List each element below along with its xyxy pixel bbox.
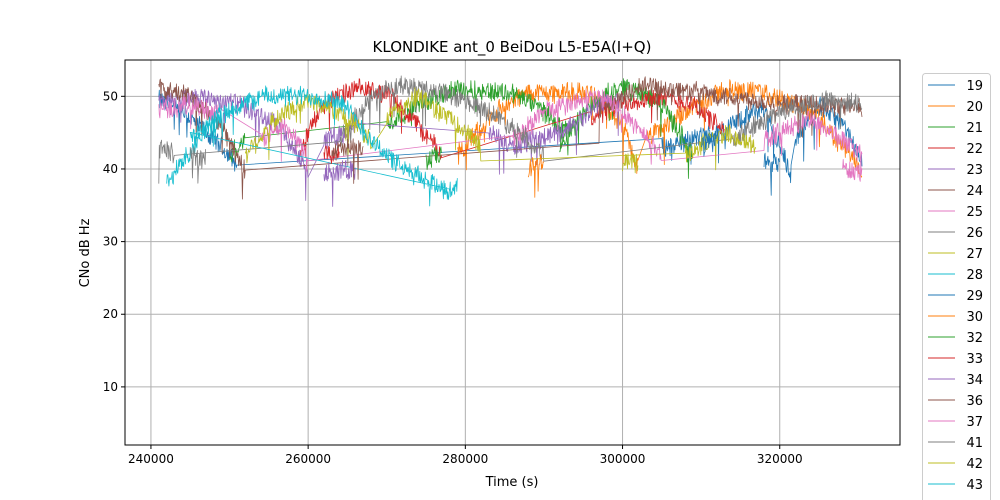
legend-label-28: 28 [966, 268, 983, 283]
legend-box [922, 73, 991, 500]
series-line-27 [244, 87, 757, 171]
legend-label-20: 20 [966, 100, 983, 115]
y-tick-label: 20 [103, 307, 118, 321]
series-line-26 [158, 75, 863, 184]
x-tick-label: 260000 [285, 452, 331, 466]
legend-label-32: 32 [966, 331, 983, 346]
series-line-41 [189, 146, 206, 184]
legend-label-24: 24 [966, 184, 983, 199]
y-axis-label: CNo dB Hz [78, 218, 93, 287]
series-line-29 [700, 132, 717, 157]
series-line-28 [166, 85, 450, 207]
legend-label-33: 33 [966, 352, 983, 367]
series-line-34 [323, 160, 356, 207]
legend-label-21: 21 [966, 121, 983, 136]
legend-label-42: 42 [966, 457, 983, 472]
legend-label-30: 30 [966, 310, 983, 325]
series-line-42 [622, 153, 639, 174]
legend-label-23: 23 [966, 163, 983, 178]
axes-frame [124, 59, 901, 446]
legend-label-36: 36 [966, 394, 983, 409]
x-tick-label: 280000 [442, 452, 488, 466]
ticks: 240000 260000 280000 300000 320000 10 20 30 40 50 [103, 89, 803, 466]
legend-label-37: 37 [966, 415, 983, 430]
series-line-36 [331, 138, 364, 184]
x-axis-label: Time (s) [485, 475, 539, 490]
series-line-30 [527, 154, 544, 198]
legend-label-29: 29 [966, 289, 983, 304]
plot-lines [158, 75, 863, 207]
series-line-44 [763, 152, 780, 196]
legend-label-27: 27 [966, 247, 983, 262]
x-tick-label: 240000 [128, 452, 174, 466]
series-line-43 [449, 178, 458, 198]
x-tick-label: 320000 [757, 452, 803, 466]
y-tick-label: 10 [103, 380, 118, 394]
series-line-32 [425, 146, 442, 170]
y-tick-label: 50 [103, 89, 118, 103]
y-tick-label: 40 [103, 162, 118, 176]
y-tick-label: 30 [103, 235, 118, 249]
legend-label-34: 34 [966, 373, 983, 388]
legend-label-26: 26 [966, 226, 983, 241]
legend: 19 20 21 22 23 24 25 26 27 28 29 30 32 33 34 36 37 41 42 43… [922, 73, 991, 500]
series-line-37 [842, 159, 863, 182]
legend-label-22: 22 [966, 142, 983, 157]
legend-label-41: 41 [966, 436, 983, 451]
legend-label-19: 19 [966, 79, 983, 94]
legend-label-25: 25 [966, 205, 983, 220]
chart-title: KLONDIKE ant_0 BeiDou L5-E5A(I+Q) [373, 38, 652, 57]
x-tick-label: 300000 [600, 452, 646, 466]
legend-label-43: 43 [966, 478, 983, 493]
